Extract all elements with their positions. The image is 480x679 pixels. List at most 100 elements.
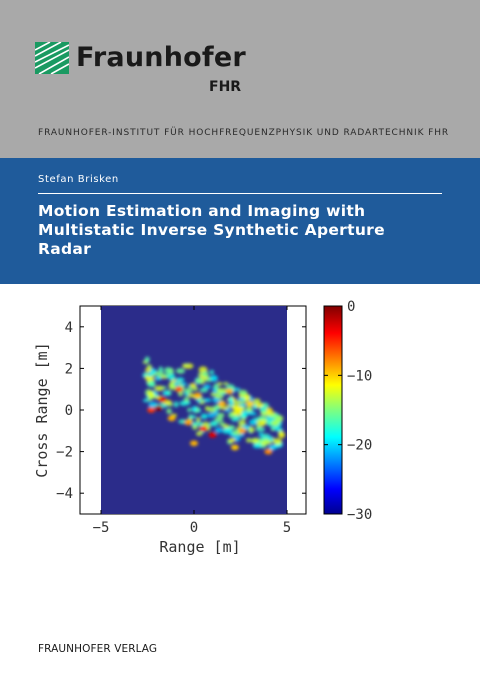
bright-scatterer — [190, 440, 198, 447]
reflectivity-spot — [249, 397, 254, 402]
reflectivity-spot — [237, 397, 246, 401]
reflectivity-spot — [196, 431, 203, 437]
reflectivity-spot — [248, 426, 255, 434]
reflectivity-spot — [214, 427, 223, 433]
bright-scatterer — [245, 400, 254, 407]
bright-scatterer — [193, 392, 202, 399]
reflectivity-spot — [232, 409, 243, 417]
reflectivity-spot — [180, 382, 187, 386]
reflectivity-spot — [203, 398, 212, 402]
reflectivity-spot — [258, 432, 265, 437]
reflectivity-spot — [231, 405, 239, 410]
reflectivity-spot — [196, 417, 201, 423]
reflectivity-spot — [147, 383, 155, 387]
reflectivity-spot — [154, 385, 164, 392]
bright-scatterer — [167, 415, 176, 422]
reflectivity-spot — [266, 415, 271, 421]
isar-image-figure: −5 0 5 4 2 0 −2 −4 Range [m] Cross Range [m] 0 −10… — [33, 299, 372, 556]
reflectivity-spot — [232, 400, 242, 405]
reflectivity-spot — [169, 382, 176, 389]
title-divider — [38, 193, 442, 194]
reflectivity-spot — [219, 421, 226, 427]
institute-abbreviation: FHR — [209, 79, 242, 95]
reflectivity-spot — [253, 405, 258, 410]
reflectivity-spot — [195, 377, 204, 384]
colorbar-tick-label: 0 — [347, 299, 355, 315]
reflectivity-spot — [238, 389, 248, 396]
author-name: Stefan Brisken — [38, 174, 119, 185]
reflectivity-spot — [191, 406, 197, 412]
reflectivity-spot — [214, 416, 224, 423]
reflectivity-spot — [255, 427, 266, 432]
reflectivity-spot — [210, 420, 219, 427]
title-band — [0, 158, 480, 284]
reflectivity-spot — [207, 412, 216, 418]
reflectivity-spot — [182, 363, 188, 368]
reflectivity-spot — [247, 412, 258, 416]
reflectivity-spot — [238, 403, 247, 407]
reflectivity-spot — [233, 415, 241, 420]
reflectivity-spot — [187, 407, 192, 413]
reflectivity-spot — [144, 356, 150, 363]
publisher-name: FRAUNHOFER VERLAG — [38, 643, 158, 655]
reflectivity-spot — [257, 415, 266, 421]
bright-scatterer — [238, 428, 247, 434]
bright-scatterer — [199, 425, 208, 432]
bright-scatterer — [154, 405, 163, 411]
header-band: Fraunhofer FHR FRAUNHOFER-INSTITUT FÜR H… — [0, 0, 480, 158]
bright-scatterer — [230, 444, 239, 451]
fraunhofer-logo-icon — [35, 42, 69, 74]
book-title: Motion Estimation and Imaging with Multi… — [38, 202, 385, 258]
reflectivity-spot — [218, 388, 228, 394]
reflectivity-spot — [252, 443, 262, 449]
reflectivity-spot — [189, 382, 197, 388]
reflectivity-spot — [188, 415, 197, 419]
bright-scatterer — [217, 400, 226, 407]
reflectivity-spot — [244, 394, 251, 402]
bright-scatterer — [158, 396, 167, 403]
reflectivity-spot — [245, 437, 252, 443]
reflectivity-spot — [173, 401, 179, 408]
reflectivity-spot — [199, 387, 209, 393]
reflectivity-spot — [245, 406, 253, 412]
reflectivity-spot — [210, 375, 218, 382]
reflectivity-spot — [192, 386, 199, 391]
reflectivity-spot — [273, 438, 283, 445]
reflectivity-spot — [177, 390, 184, 397]
reflectivity-spot — [229, 438, 236, 443]
reflectivity-spot — [202, 421, 210, 427]
reflectivity-spot — [175, 368, 186, 374]
y-tick-label: −4 — [56, 486, 73, 502]
reflectivity-spot — [253, 398, 261, 404]
reflectivity-spot — [238, 419, 246, 427]
reflectivity-spot — [167, 402, 173, 407]
colorbar — [323, 305, 343, 515]
axes: −5 0 5 4 2 0 −2 −4 Range [m] Cross Range [m] — [33, 306, 306, 556]
colorbar-tick-label: −20 — [347, 438, 372, 454]
bright-scatterer — [225, 388, 234, 395]
reflectivity-spot — [213, 383, 219, 390]
reflectivity-spot — [168, 367, 175, 375]
x-tick-label: 5 — [283, 520, 291, 536]
reflectivity-spot — [229, 400, 234, 408]
reflectivity-spot — [249, 419, 259, 426]
reflectivity-spot — [179, 400, 189, 406]
bright-scatterer — [184, 419, 193, 426]
reflectivity-spot — [278, 430, 284, 436]
reflectivity-spot — [241, 425, 251, 429]
reflectivity-spot — [202, 371, 209, 378]
reflectivity-spot — [148, 371, 153, 377]
reflectivity-spot — [147, 390, 155, 397]
colorbar-ticks: 0 −10 −20 −30 — [324, 299, 372, 523]
x-tick-label: −5 — [93, 520, 110, 536]
reflectivity-spot — [161, 404, 168, 408]
colorbar-tick-label: −10 — [347, 368, 372, 384]
y-tick-label: 0 — [65, 403, 73, 419]
reflectivity-spot — [200, 413, 208, 420]
reflectivity-spot — [166, 408, 172, 414]
brand-name: Fraunhofer — [76, 42, 246, 73]
reflectivity-spot — [209, 369, 215, 375]
y-tick-label: 4 — [65, 320, 73, 336]
reflectivity-spot — [222, 427, 232, 434]
